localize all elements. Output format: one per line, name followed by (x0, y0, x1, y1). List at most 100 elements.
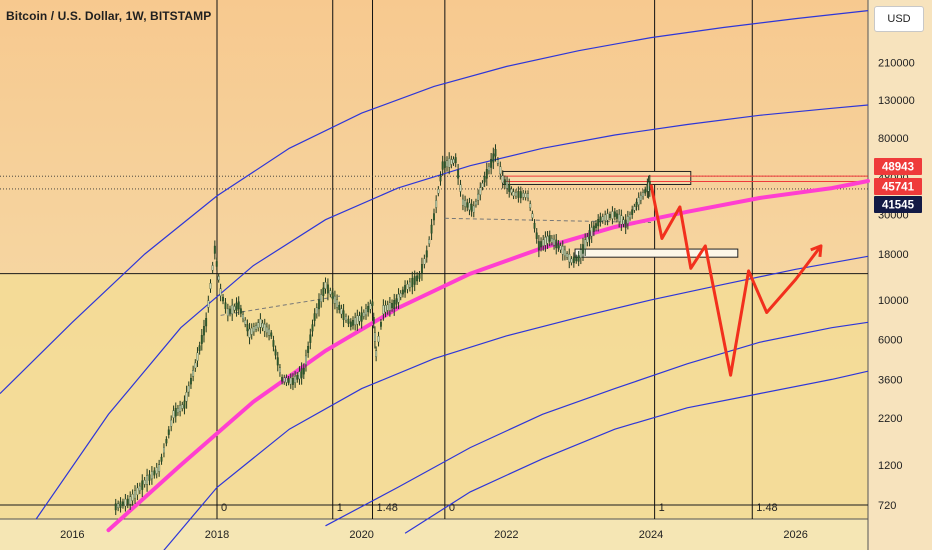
candle-body (183, 400, 186, 409)
candle-body (503, 179, 506, 185)
candle-body (584, 239, 587, 249)
candle-body (542, 239, 545, 247)
candle-body (377, 336, 380, 343)
candle-body (324, 282, 327, 289)
candle-body (326, 284, 329, 294)
candle-body (464, 200, 467, 207)
candle-body (420, 264, 423, 274)
candle-body (274, 349, 277, 356)
resistance-box (502, 170, 692, 185)
dashed-level-0 (220, 295, 341, 316)
candle-body (477, 193, 480, 201)
candle-body (555, 239, 558, 249)
vertical-marker-label-2: 1.48 (377, 502, 398, 514)
candle-body (622, 219, 625, 225)
vertical-marker-label-5: 1.48 (756, 502, 777, 514)
candle-body (300, 368, 303, 378)
candle-body (371, 301, 374, 306)
price-badge-label-0: 48943 (882, 162, 914, 174)
candle-body (181, 404, 184, 409)
candle-body (263, 323, 266, 332)
candle-body (255, 325, 258, 330)
candle-body (544, 237, 547, 246)
candle-body (237, 301, 240, 310)
candle-body (272, 340, 275, 347)
candle-body (570, 258, 573, 263)
candle-body (557, 243, 560, 249)
candle-body (401, 289, 404, 295)
candle-body (307, 346, 310, 353)
candle-body (122, 501, 124, 506)
candle-body (224, 302, 227, 309)
blue-arc-4 (404, 370, 869, 534)
candle-body (601, 216, 604, 221)
candle-body (246, 324, 249, 332)
candle-body (479, 187, 482, 195)
candle-body (408, 281, 411, 288)
candle-body (470, 204, 473, 212)
candle-body (399, 293, 402, 298)
candle-body (579, 249, 582, 258)
blue-arc-1 (35, 104, 869, 520)
candle-body (519, 191, 522, 199)
x-tick-label-2: 2020 (349, 529, 373, 541)
candle-body (259, 318, 262, 328)
candle-body (616, 213, 618, 219)
candle-body (373, 332, 376, 342)
candle-body (492, 153, 495, 163)
y-tick-label-11: 1200 (878, 460, 902, 472)
candle-body (508, 184, 511, 192)
candle-body (315, 307, 318, 314)
candle-body (572, 256, 575, 264)
candle-body (637, 197, 640, 205)
candle-body (235, 302, 238, 311)
price-badge-label-2: 41545 (882, 200, 915, 212)
candle-body (360, 312, 363, 322)
candle-body (143, 480, 146, 485)
candle-body (620, 215, 623, 225)
candle-body (352, 320, 354, 326)
candle-body (219, 288, 222, 296)
candle-body (354, 317, 357, 326)
candle-body (535, 232, 538, 239)
candle-body (285, 377, 288, 383)
candle-body (599, 216, 602, 223)
candle-body (362, 312, 365, 317)
candle-body (515, 192, 517, 197)
candle-body (150, 471, 153, 480)
y-tick-label-10: 2200 (878, 413, 902, 425)
candle-body (642, 192, 644, 197)
candle-body (490, 158, 493, 168)
candle-body (270, 332, 273, 337)
candle-body (459, 184, 462, 192)
candle-body (433, 213, 435, 221)
y-tick-label-7: 10000 (878, 295, 909, 307)
x-tick-label-4: 2024 (639, 529, 663, 541)
candle-body (331, 292, 334, 300)
candle-body (124, 498, 127, 507)
candle-body (207, 300, 210, 308)
candle-body (452, 159, 455, 164)
candle-body (239, 308, 242, 314)
candle-body (233, 306, 236, 311)
candle-body (517, 191, 520, 198)
candle-body (333, 295, 336, 304)
candle-body (416, 275, 419, 282)
candle-body (411, 277, 414, 288)
candle-body (483, 176, 486, 183)
candle-body (540, 241, 543, 248)
candle-body (261, 323, 264, 328)
candle-body (338, 305, 341, 310)
candle-body (626, 216, 629, 224)
candle-body (441, 161, 444, 170)
candle-body (302, 367, 305, 375)
candle-body (561, 246, 564, 255)
candle-body (298, 371, 301, 380)
candle-body (192, 370, 195, 377)
candle-body (613, 211, 616, 217)
candle-body (160, 456, 163, 462)
candle-body (588, 230, 591, 240)
currency-button[interactable]: USD (874, 6, 924, 32)
candle-body (329, 290, 332, 295)
